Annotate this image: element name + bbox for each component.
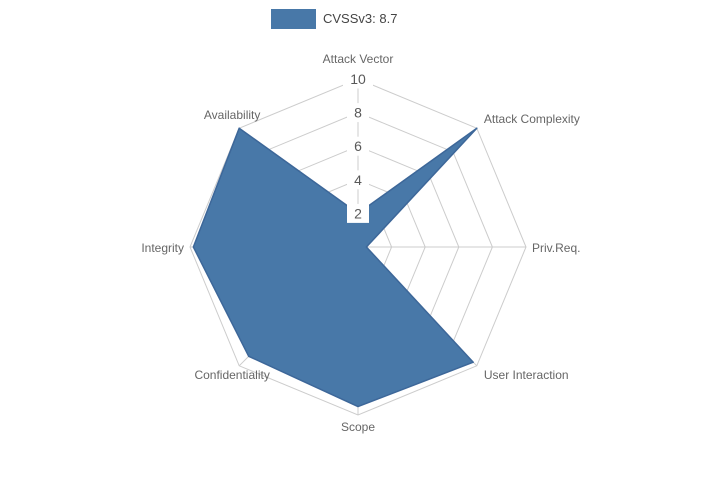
axis-label: Confidentiality — [194, 368, 269, 382]
legend: CVSSv3: 8.7 — [271, 9, 397, 29]
legend-swatch — [271, 9, 316, 29]
axis-label: Attack Vector — [323, 52, 394, 66]
tick-label-box — [347, 103, 369, 123]
tick-label: 8 — [354, 105, 362, 121]
axis-label: Availability — [204, 108, 260, 122]
tick-label-box — [347, 136, 369, 156]
tick-label: 6 — [354, 138, 362, 154]
legend-label: CVSSv3: 8.7 — [323, 11, 398, 26]
axis-label: User Interaction — [484, 368, 569, 382]
tick-label-box — [347, 203, 369, 223]
axis-label: Attack Complexity — [484, 112, 580, 126]
tick-label: 2 — [354, 205, 362, 221]
tick-label: 4 — [354, 172, 362, 188]
axis-label: Scope — [341, 420, 375, 434]
tick-label-box — [347, 170, 369, 190]
data-polygon — [192, 127, 478, 408]
tick-label-box — [343, 69, 373, 89]
axis-label: Priv.Req. — [532, 241, 580, 255]
axis-label: Integrity — [141, 241, 184, 255]
tick-label: 10 — [350, 71, 366, 87]
